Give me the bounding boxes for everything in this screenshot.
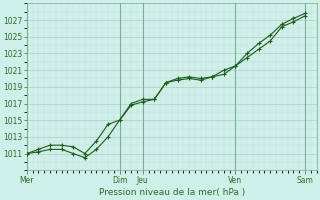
- X-axis label: Pression niveau de la mer( hPa ): Pression niveau de la mer( hPa ): [99, 188, 245, 197]
